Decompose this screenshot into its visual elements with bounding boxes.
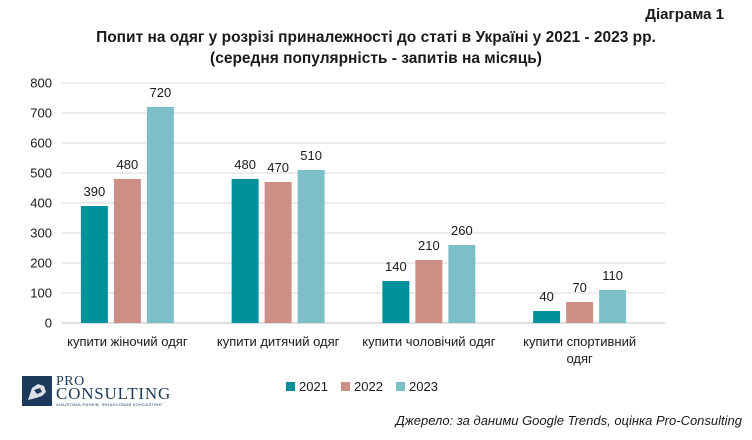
logo-tagline: АНАЛІТИКА РИНКІВ, ФІНАНСОВИЙ КОНСАЛТИНГ — [56, 402, 163, 407]
x-tick-label: купити чоловічий одяг — [362, 334, 495, 349]
bar-2022 — [113, 179, 141, 323]
data-label: 110 — [602, 268, 623, 283]
data-label: 140 — [385, 259, 407, 274]
legend-label-2022: 2022 — [354, 379, 383, 394]
legend-label-2023: 2023 — [409, 379, 438, 394]
source-note: Джерело: за даними Google Trends, оцінка… — [395, 413, 742, 428]
legend-label-2021: 2021 — [299, 379, 328, 394]
bar-2021 — [533, 311, 561, 323]
logo-text-pro: PRO — [56, 374, 85, 389]
y-tick-label: 700 — [30, 106, 52, 121]
data-label: 70 — [572, 280, 586, 295]
pro-consulting-logo: PRO CONSULTING АНАЛІТИКА РИНКІВ, ФІНАНСО… — [22, 374, 172, 408]
y-tick-label: 400 — [30, 196, 52, 211]
logo-text-consulting: CONSULTING — [56, 384, 172, 403]
data-label: 470 — [267, 160, 289, 175]
data-label: 720 — [150, 85, 172, 100]
y-tick-label: 600 — [30, 136, 52, 151]
legend-swatch-2023 — [396, 382, 405, 391]
x-tick-label: купити спортивний — [523, 334, 636, 349]
bar-2022 — [566, 302, 594, 323]
bar-2021 — [80, 206, 108, 323]
data-label: 210 — [418, 238, 440, 253]
y-tick-label: 100 — [30, 286, 52, 301]
y-tick-label: 0 — [45, 316, 52, 331]
y-tick-label: 200 — [30, 256, 52, 271]
y-tick-label: 500 — [30, 166, 52, 181]
data-label: 510 — [300, 148, 322, 163]
data-label: 260 — [451, 223, 473, 238]
bar-2021 — [382, 281, 410, 323]
x-tick-label: купити жіночий одяг — [67, 334, 188, 349]
legend-swatch-2022 — [341, 382, 350, 391]
bar-2021 — [231, 179, 259, 323]
diagram-label: Діаграма 1 — [645, 6, 724, 23]
legend-swatch-2021 — [286, 382, 295, 391]
x-tick-label: купити дитячий одяг — [217, 334, 340, 349]
y-tick-label: 300 — [30, 226, 52, 241]
data-label: 480 — [234, 157, 256, 172]
chart-title: Попит на одяг у розрізі приналежності до… — [96, 29, 656, 46]
chart-title-block: Попит на одяг у розрізі приналежності до… — [0, 27, 752, 69]
x-tick-label: одяг — [566, 351, 593, 366]
chart-subtitle: (середня популярність - запитів на місяц… — [210, 50, 542, 67]
bar-2022 — [415, 260, 443, 323]
bar-2023 — [146, 107, 174, 323]
data-label: 390 — [84, 184, 106, 199]
bar-2023 — [448, 245, 476, 323]
bar-2022 — [264, 182, 292, 323]
bar-2023 — [297, 170, 325, 323]
bar-2023 — [599, 290, 627, 323]
y-tick-label: 800 — [30, 76, 52, 91]
data-label: 480 — [117, 157, 139, 172]
logo-emblem-icon — [22, 376, 52, 406]
data-label: 40 — [539, 289, 553, 304]
